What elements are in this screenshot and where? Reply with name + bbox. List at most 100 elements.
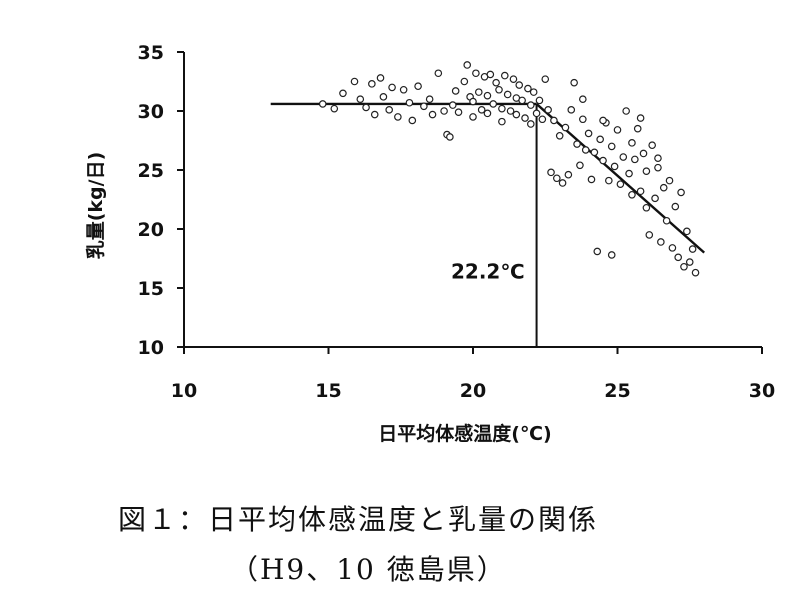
data-point — [622, 107, 630, 115]
data-point — [448, 101, 457, 109]
x-tick-label: 10 — [171, 380, 197, 402]
scatter-chart: 10 15 20 25 30 10 15 20 25 30 35 日平均体感温度(℃) 乳量(kg/日)… — [84, 42, 775, 445]
data-point — [674, 253, 682, 262]
data-point — [633, 124, 642, 133]
data-point — [376, 74, 385, 82]
data-point — [654, 154, 662, 163]
data-point — [579, 95, 587, 104]
regression-lines — [270, 102, 705, 347]
data-point — [581, 146, 590, 154]
data-point — [636, 187, 645, 196]
data-point — [469, 97, 477, 106]
data-point — [579, 115, 587, 124]
data-point — [550, 116, 558, 125]
data-point — [599, 156, 607, 165]
data-point — [446, 133, 454, 141]
data-point — [394, 113, 402, 121]
x-tick-label: 30 — [749, 380, 775, 402]
data-point — [388, 83, 396, 92]
x-tick-label: 15 — [315, 380, 341, 402]
regression-segment — [535, 103, 705, 254]
data-point — [451, 87, 460, 95]
data-point — [607, 142, 616, 151]
data-point — [616, 180, 625, 188]
data-point — [463, 61, 472, 69]
data-point — [576, 161, 584, 170]
data-point — [408, 116, 417, 125]
data-point — [628, 139, 636, 147]
data-point — [330, 104, 339, 113]
data-point — [489, 100, 498, 108]
data-point — [599, 116, 607, 125]
data-point — [596, 135, 604, 144]
data-point — [535, 96, 544, 105]
data-point — [524, 84, 532, 93]
data-point — [385, 106, 393, 114]
data-point — [651, 194, 659, 203]
chart-axes — [177, 51, 763, 354]
x-tick-label: 25 — [604, 380, 630, 402]
data-point — [547, 168, 555, 177]
data-point — [541, 75, 550, 83]
data-point — [509, 75, 518, 83]
data-point — [654, 163, 662, 172]
data-point — [636, 114, 645, 122]
data-point — [526, 101, 535, 109]
data-point — [318, 100, 327, 108]
data-point — [659, 183, 668, 192]
data-point — [339, 89, 347, 98]
breakpoint-label: 22.2℃ — [451, 260, 525, 284]
data-point — [625, 169, 633, 178]
data-point — [605, 176, 613, 185]
data-point — [668, 244, 677, 252]
x-tick-label: 20 — [460, 380, 486, 402]
data-point — [454, 108, 463, 116]
data-point — [500, 71, 509, 80]
data-point — [642, 203, 651, 212]
data-point — [521, 114, 529, 122]
data-point — [492, 78, 500, 87]
data-point — [532, 109, 541, 118]
data-point — [356, 95, 365, 104]
data-point — [648, 141, 656, 150]
data-point — [498, 117, 506, 126]
data-point — [671, 202, 680, 211]
data-point — [610, 162, 619, 171]
data-point — [518, 96, 526, 105]
data-point — [553, 174, 561, 183]
chart-labels: 10 15 20 25 30 10 15 20 25 30 35 日平均体感温度(℃) 乳量(kg/日)… — [84, 42, 775, 445]
data-point — [483, 91, 492, 100]
data-point — [570, 78, 578, 87]
data-point — [350, 77, 359, 86]
data-point — [593, 247, 602, 256]
data-point — [561, 123, 570, 132]
data-point — [555, 131, 564, 140]
data-point — [414, 82, 422, 91]
data-point — [405, 98, 414, 107]
data-point — [529, 88, 538, 96]
y-tick-label: 25 — [138, 160, 164, 182]
data-point — [472, 69, 480, 78]
data-point — [368, 80, 376, 88]
data-point — [584, 129, 593, 138]
data-point — [512, 110, 521, 119]
data-point — [379, 93, 388, 101]
data-point — [558, 179, 567, 187]
data-point — [628, 190, 636, 199]
data-point — [657, 238, 665, 246]
data-point — [691, 268, 700, 277]
data-point — [642, 167, 651, 175]
data-point — [680, 262, 688, 271]
data-point — [645, 231, 654, 239]
data-point — [677, 188, 685, 197]
data-point — [613, 126, 622, 134]
data-point — [469, 113, 477, 121]
data-point — [607, 251, 616, 259]
data-point — [564, 170, 573, 179]
data-point — [477, 106, 486, 114]
data-point — [619, 153, 628, 161]
data-point — [590, 148, 599, 157]
figure-caption: 図１：日平均体感温度と乳量の関係 — [118, 503, 599, 536]
data-point — [486, 70, 495, 79]
data-point — [483, 109, 492, 118]
